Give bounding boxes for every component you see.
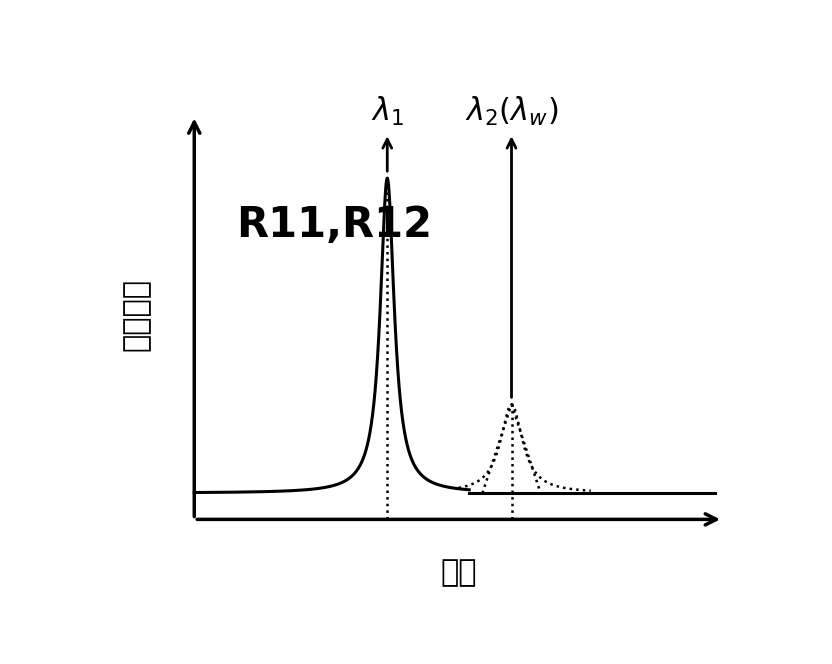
Text: R11,R12: R11,R12: [236, 204, 433, 246]
Text: 输出功率: 输出功率: [121, 278, 151, 351]
Text: 波长: 波长: [440, 558, 477, 588]
Text: $\lambda_1$: $\lambda_1$: [371, 95, 404, 128]
Text: $\lambda_2(\lambda_w)$: $\lambda_2(\lambda_w)$: [465, 95, 558, 128]
